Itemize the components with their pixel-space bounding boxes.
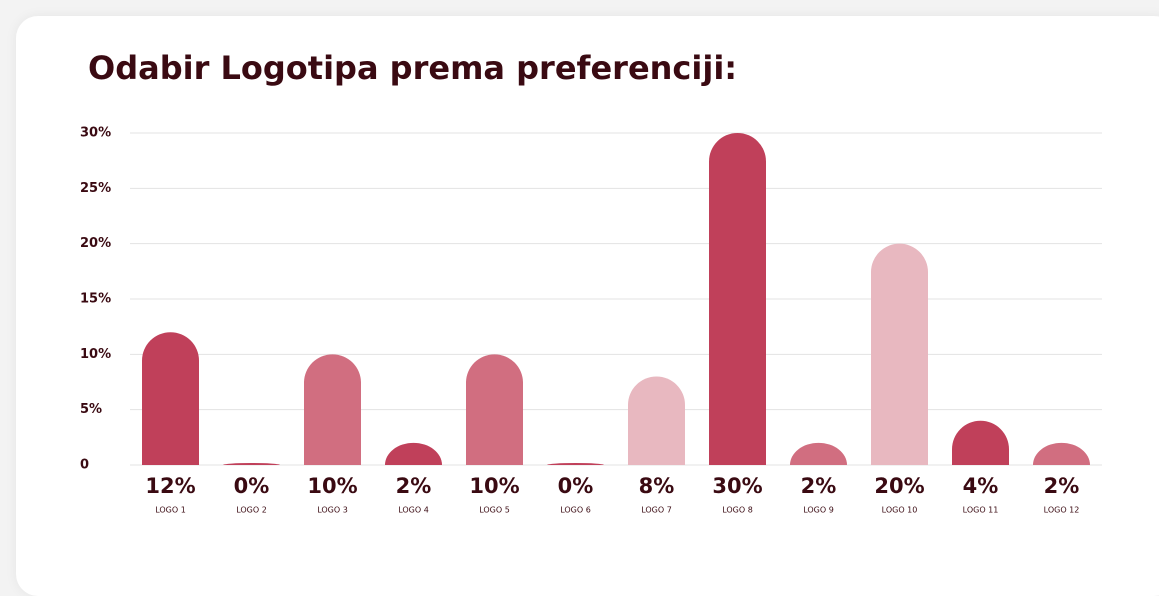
value-label: 2% (801, 474, 837, 498)
x-tick-label: LOGO 8 (722, 506, 753, 515)
value-label: 2% (396, 474, 432, 498)
chart: Odabir Logotipa prema preferenciji: 0 5% 1… (80, 49, 1102, 515)
bar (223, 463, 280, 465)
y-tick-label: 30% (80, 126, 111, 141)
bar (952, 420, 1009, 465)
page: Odabir Logotipa prema preferenciji: 0 5% 1… (16, 16, 1159, 596)
bar (304, 354, 361, 465)
bar (1033, 442, 1090, 465)
x-tick-label: LOGO 12 (1044, 506, 1080, 515)
x-tick-label: LOGO 9 (803, 506, 834, 515)
y-tick-label: 0 (80, 458, 89, 473)
card (16, 16, 1159, 596)
chart-title: Odabir Logotipa prema preferenciji: (88, 49, 737, 87)
x-tick-label: LOGO 3 (317, 506, 348, 515)
y-tick-label: 25% (80, 181, 111, 196)
value-label: 8% (639, 474, 675, 498)
x-tick-label: LOGO 10 (882, 506, 918, 515)
bar (466, 354, 523, 465)
y-tick-label: 10% (80, 347, 111, 362)
x-tick-label: LOGO 2 (236, 506, 267, 515)
value-label: 30% (712, 474, 762, 498)
x-tick-label: LOGO 1 (155, 506, 186, 515)
bar (385, 442, 442, 465)
value-label: 0% (234, 474, 270, 498)
value-label: 0% (558, 474, 594, 498)
bar (628, 376, 685, 465)
value-label: 4% (963, 474, 999, 498)
x-tick-label: LOGO 5 (479, 506, 510, 515)
value-label: 2% (1044, 474, 1080, 498)
bar (709, 133, 766, 465)
bar (871, 243, 928, 465)
y-tick-label: 5% (80, 402, 102, 417)
bar (142, 332, 199, 465)
value-label: 12% (145, 474, 195, 498)
value-label: 10% (307, 474, 357, 498)
x-tick-label: LOGO 7 (641, 506, 672, 515)
x-tick-label: LOGO 4 (398, 506, 429, 515)
x-tick-label: LOGO 11 (963, 506, 999, 515)
y-tick-label: 20% (80, 236, 111, 251)
value-label: 10% (469, 474, 519, 498)
bar (790, 442, 847, 465)
y-tick-label: 15% (80, 292, 111, 307)
x-tick-label: LOGO 6 (560, 506, 591, 515)
value-label: 20% (874, 474, 924, 498)
bar (547, 463, 604, 465)
